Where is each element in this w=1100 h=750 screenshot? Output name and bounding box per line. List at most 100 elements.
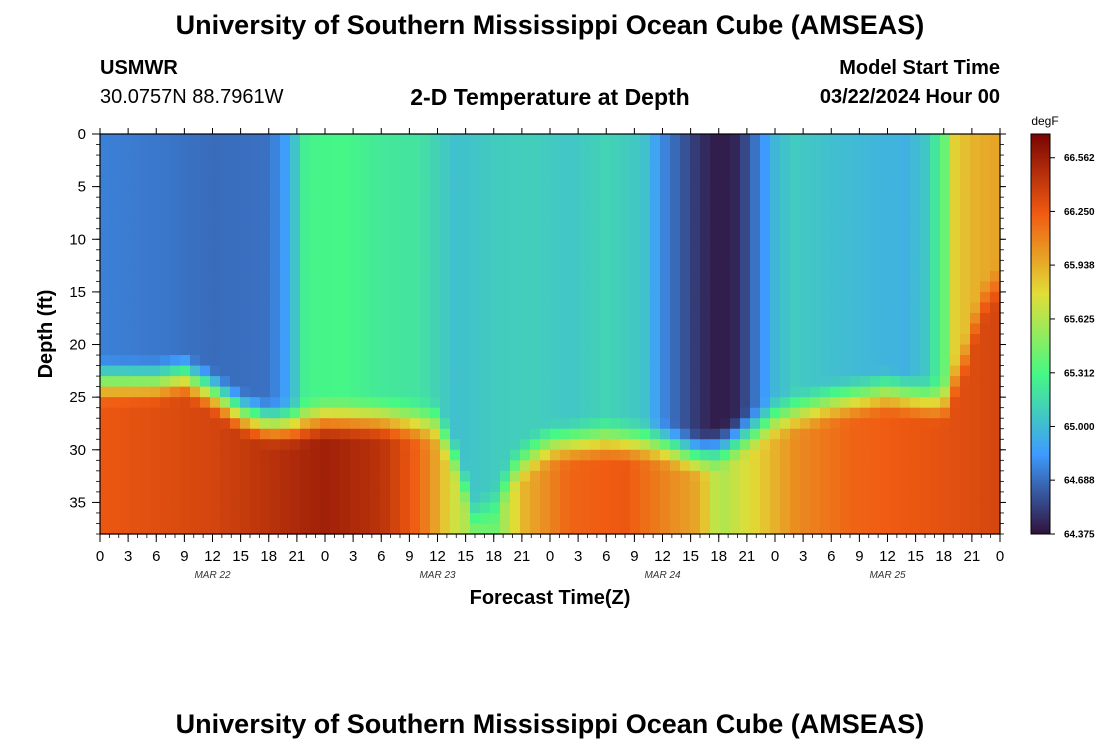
heatmap-cell <box>840 197 851 209</box>
heatmap-cell <box>960 428 971 440</box>
heatmap-cell <box>700 312 711 325</box>
heatmap-cell <box>300 228 311 240</box>
heatmap-cell <box>740 407 751 419</box>
heatmap-cell <box>850 281 861 293</box>
heatmap-cell <box>570 323 581 335</box>
heatmap-cell <box>900 418 911 430</box>
heatmap-cell <box>720 228 731 240</box>
heatmap-cell <box>660 502 671 514</box>
heatmap-cell <box>830 449 841 461</box>
heatmap-cell <box>200 207 211 219</box>
heatmap-cell <box>110 491 121 504</box>
heatmap-cell <box>480 239 491 251</box>
heatmap-cell <box>170 460 181 472</box>
heatmap-cell <box>510 439 521 451</box>
heatmap-cell <box>130 428 141 440</box>
heatmap-cell <box>160 355 171 367</box>
heatmap-cell <box>580 176 591 188</box>
heatmap-cell <box>560 502 571 514</box>
heatmap-cell <box>600 197 611 209</box>
heatmap-cell <box>350 502 361 514</box>
heatmap-cell <box>410 249 421 261</box>
heatmap-cell <box>270 176 281 188</box>
heatmap-cell <box>120 386 131 398</box>
heatmap-cell <box>240 355 251 367</box>
heatmap-cell <box>580 260 591 272</box>
heatmap-cell <box>710 207 721 219</box>
heatmap-cell <box>940 334 951 346</box>
heatmap-cell <box>800 470 811 482</box>
heatmap-cell <box>580 407 591 419</box>
heatmap-cell <box>100 291 111 304</box>
heatmap-cell <box>210 376 221 388</box>
heatmap-cell <box>230 365 241 377</box>
heatmap-cell <box>320 460 331 472</box>
heatmap-cell <box>990 312 1001 325</box>
heatmap-cell <box>630 165 641 177</box>
heatmap-cell <box>410 228 421 240</box>
heatmap-cell <box>760 260 771 272</box>
heatmap-cell <box>930 291 941 304</box>
heatmap-cell <box>650 270 661 282</box>
heatmap-cell <box>310 291 321 304</box>
heatmap-cell <box>490 449 501 461</box>
heatmap-cell <box>730 386 741 398</box>
heatmap-cell <box>940 407 951 419</box>
heatmap-cell <box>780 376 791 388</box>
heatmap-cell <box>730 291 741 304</box>
heatmap-cell <box>410 470 421 482</box>
heatmap-cell <box>570 428 581 440</box>
heatmap-cell <box>340 165 351 177</box>
heatmap-cell <box>230 397 241 409</box>
heatmap-cell <box>710 428 721 440</box>
heatmap-cell <box>280 176 291 188</box>
heatmap-cell <box>490 344 501 356</box>
heatmap-cell <box>120 207 131 219</box>
heatmap-cell <box>310 302 321 314</box>
heatmap-cell <box>400 491 411 504</box>
heatmap-cell <box>560 460 571 472</box>
heatmap-cell <box>230 523 241 535</box>
heatmap-cell <box>300 397 311 409</box>
heatmap-cell <box>930 260 941 272</box>
heatmap-cell <box>520 228 531 240</box>
heatmap-cell <box>800 334 811 346</box>
heatmap-cell <box>650 449 661 461</box>
heatmap-cell <box>350 470 361 482</box>
heatmap-cell <box>350 355 361 367</box>
heatmap-cell <box>410 260 421 272</box>
heatmap-cell <box>170 207 181 219</box>
heatmap-cell <box>410 281 421 293</box>
heatmap-cell <box>210 323 221 335</box>
heatmap-cell <box>250 228 261 240</box>
heatmap-cell <box>650 323 661 335</box>
heatmap-cell <box>230 228 241 240</box>
heatmap-cell <box>230 134 241 146</box>
heatmap-cell <box>640 449 651 461</box>
heatmap-cell <box>740 376 751 388</box>
heatmap-cell <box>570 386 581 398</box>
heatmap-cell <box>860 397 871 409</box>
heatmap-cell <box>380 523 391 535</box>
heatmap-cell <box>860 291 871 304</box>
heatmap-cell <box>750 481 761 493</box>
heatmap-cell <box>910 291 921 304</box>
heatmap-cell <box>630 355 641 367</box>
heatmap-cell <box>440 155 451 167</box>
heatmap-cell <box>300 523 311 535</box>
heatmap-cell <box>560 186 571 198</box>
heatmap-cell <box>220 260 231 272</box>
heatmap-cell <box>820 470 831 482</box>
heatmap-cell <box>400 218 411 230</box>
heatmap-cell <box>460 334 471 346</box>
heatmap-cell <box>400 302 411 314</box>
heatmap-cell <box>540 523 551 535</box>
heatmap-cell <box>270 228 281 240</box>
heatmap-cell <box>850 397 861 409</box>
heatmap-cell <box>590 418 601 430</box>
heatmap-cell <box>540 439 551 451</box>
heatmap-cell <box>950 460 961 472</box>
heatmap-cell <box>370 249 381 261</box>
heatmap-cell <box>680 270 691 282</box>
heatmap-cell <box>920 481 931 493</box>
